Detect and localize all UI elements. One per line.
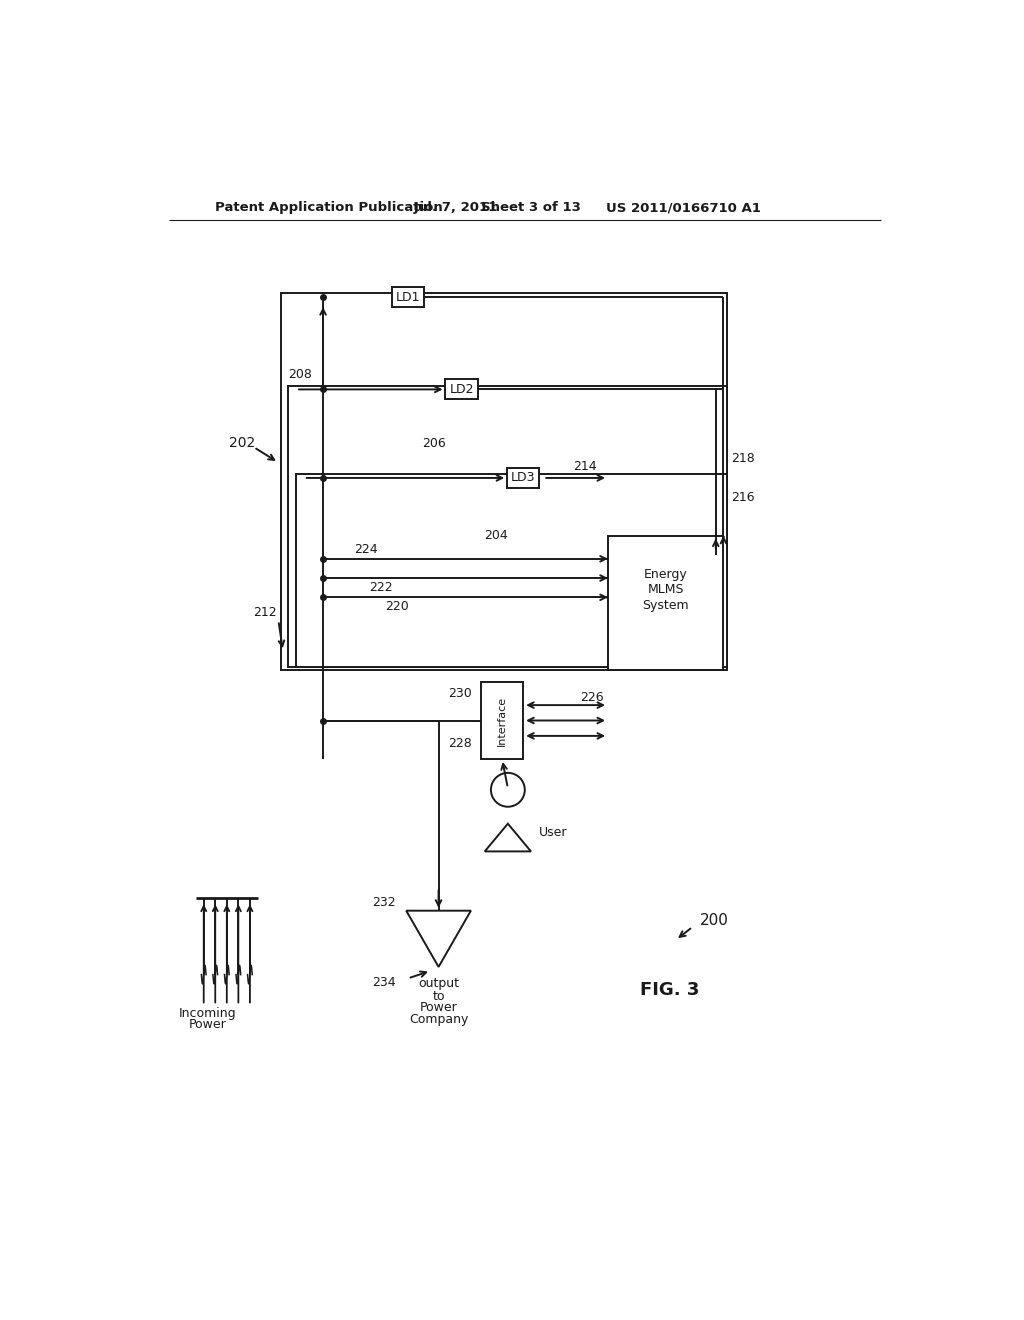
Text: Company: Company <box>409 1012 468 1026</box>
Bar <box>608 536 724 671</box>
Text: MLMS: MLMS <box>647 583 684 597</box>
Text: System: System <box>642 598 689 611</box>
Text: LD1: LD1 <box>395 290 420 304</box>
Text: output: output <box>418 977 459 990</box>
Bar <box>481 682 523 759</box>
Text: LD2: LD2 <box>450 383 474 396</box>
Text: Interface: Interface <box>497 696 507 746</box>
Text: 226: 226 <box>581 690 604 704</box>
Bar <box>289 385 727 667</box>
Text: Patent Application Publication: Patent Application Publication <box>215 201 443 214</box>
Text: Power: Power <box>420 1001 458 1014</box>
Text: 224: 224 <box>354 543 378 556</box>
Bar <box>445 379 478 400</box>
Text: 200: 200 <box>700 913 729 928</box>
Text: Jul. 7, 2011: Jul. 7, 2011 <box>414 201 498 214</box>
Text: 220: 220 <box>385 601 409 612</box>
Text: LD3: LD3 <box>511 471 536 484</box>
Text: Power: Power <box>188 1018 226 1031</box>
Text: 204: 204 <box>484 529 508 543</box>
Text: 208: 208 <box>288 367 311 380</box>
Bar <box>281 293 727 671</box>
Text: User: User <box>539 825 567 838</box>
Text: 222: 222 <box>370 581 393 594</box>
Text: US 2011/0166710 A1: US 2011/0166710 A1 <box>606 201 761 214</box>
Text: FIG. 3: FIG. 3 <box>640 981 699 999</box>
Text: 234: 234 <box>373 975 396 989</box>
Bar <box>391 286 424 308</box>
Text: 212: 212 <box>253 606 276 619</box>
Text: 218: 218 <box>731 453 755 465</box>
Text: 216: 216 <box>731 491 755 504</box>
Text: to: to <box>432 990 444 1003</box>
Text: 214: 214 <box>572 459 596 473</box>
Text: 206: 206 <box>423 437 446 450</box>
Bar <box>507 469 540 488</box>
Text: 230: 230 <box>447 686 472 700</box>
Text: 232: 232 <box>373 896 396 909</box>
Bar <box>296 474 727 667</box>
Text: 202: 202 <box>229 437 255 450</box>
Text: 228: 228 <box>447 737 472 750</box>
Text: Energy: Energy <box>644 568 687 581</box>
Text: Incoming: Incoming <box>179 1007 237 1019</box>
Text: Sheet 3 of 13: Sheet 3 of 13 <box>481 201 581 214</box>
